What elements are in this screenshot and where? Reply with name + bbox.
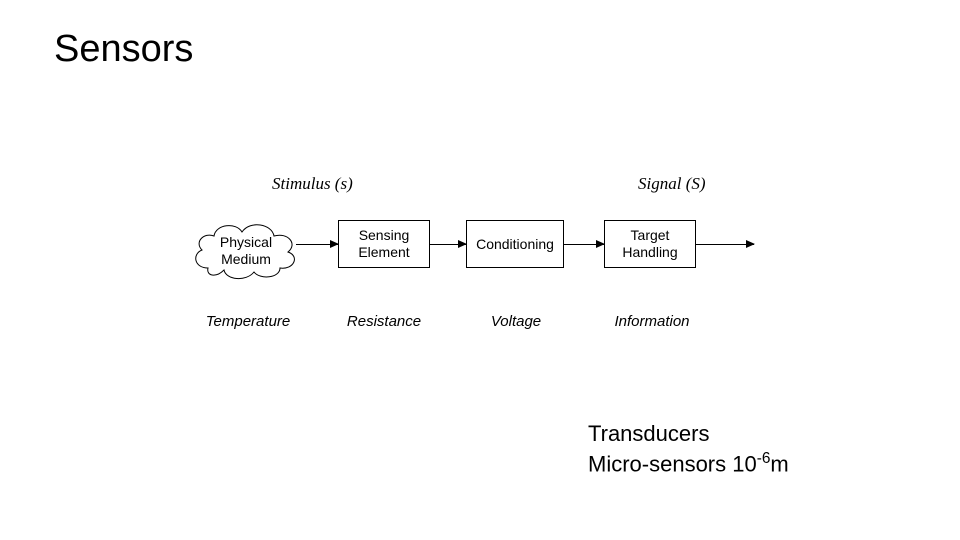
underlabel-voltage: Voltage [470,313,562,330]
box-target-handling: Target Handling [604,220,696,268]
footer-line1: Transducers [588,420,789,449]
box-target-line2: Handling [622,244,677,260]
box-target-line1: Target [631,227,670,243]
cloud-line1: Physical [220,234,272,250]
cloud-physical-medium: Physical Medium [188,216,304,284]
underlabel-information: Information [602,313,702,330]
box-conditioning-line1: Conditioning [476,236,554,252]
slide-title: Sensors [54,28,193,71]
signal-label: Signal (S) [638,174,706,194]
footer-line2-pre: Micro-sensors 10 [588,451,757,476]
arrow-2 [430,244,466,245]
box-sensing-line2: Element [358,244,409,260]
underlabel-temperature: Temperature [196,313,300,330]
footer-text: Transducers Micro-sensors 10-6m [588,420,789,479]
box-sensing-element: Sensing Element [338,220,430,268]
underlabel-resistance: Resistance [336,313,432,330]
arrow-1 [296,244,338,245]
box-sensing-line1: Sensing [359,227,410,243]
footer-line2-post: m [770,451,788,476]
arrow-4 [696,244,754,245]
box-conditioning: Conditioning [466,220,564,268]
cloud-line2: Medium [221,251,271,267]
footer-line2-sup: -6 [757,450,771,467]
stimulus-label: Stimulus (s) [272,174,353,194]
arrow-3 [564,244,604,245]
footer-line2: Micro-sensors 10-6m [588,449,789,479]
